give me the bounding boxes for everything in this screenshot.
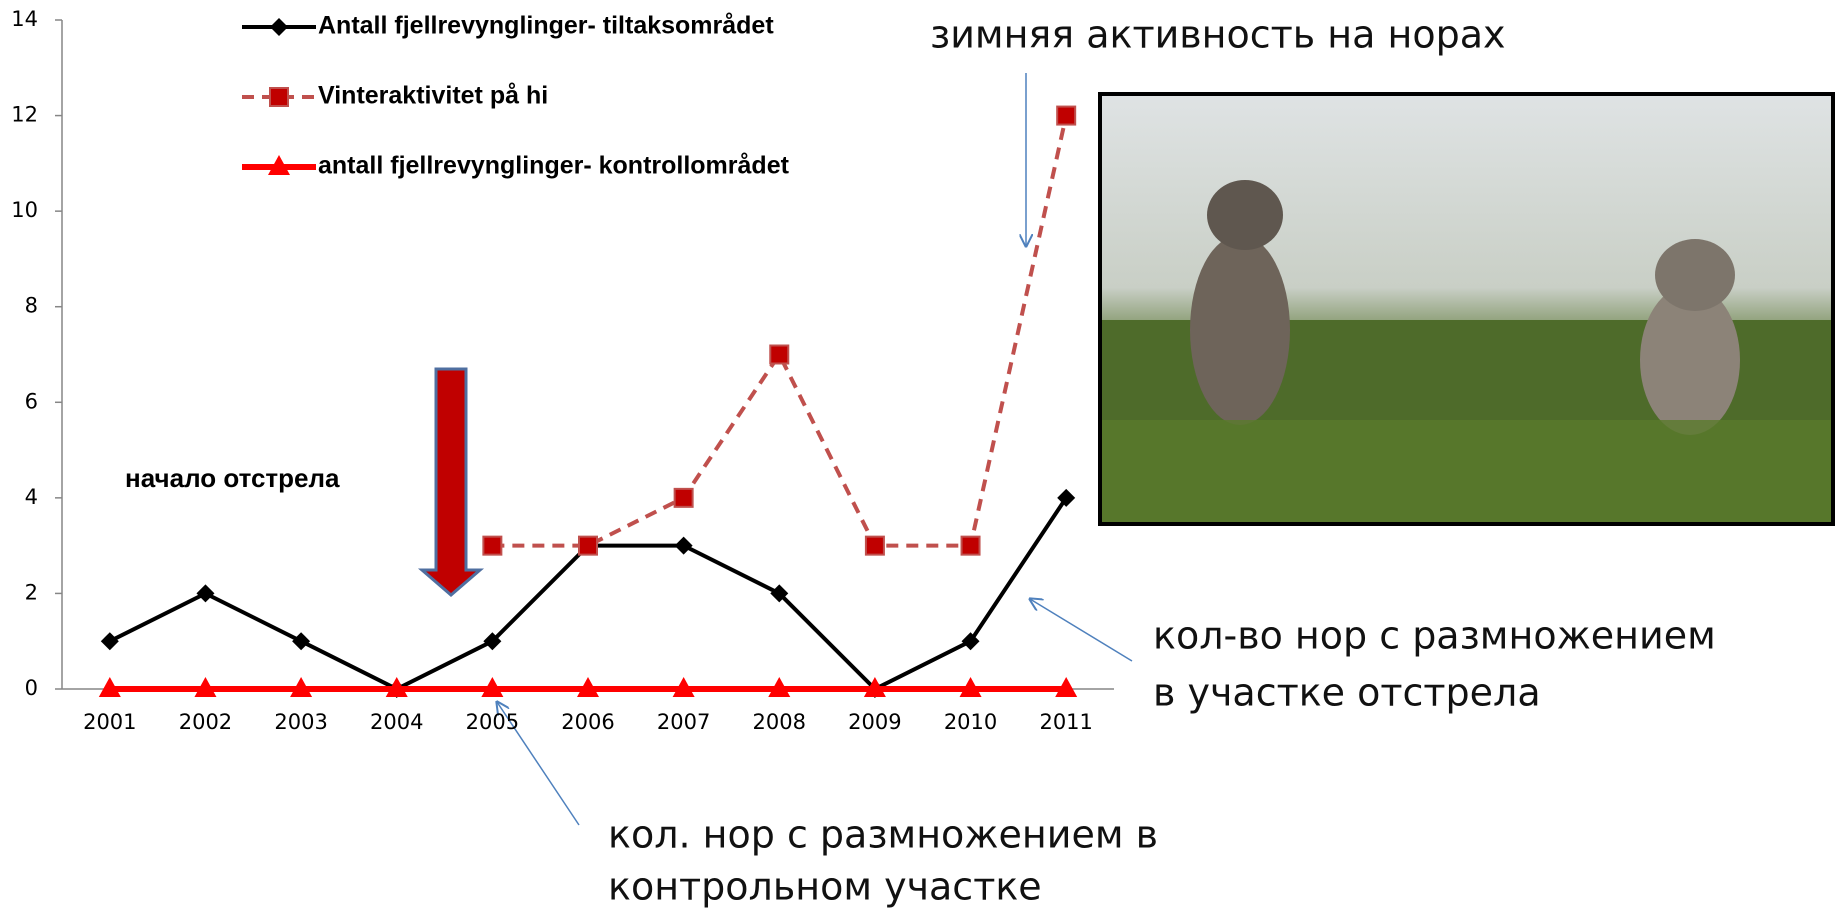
data-point — [483, 537, 501, 555]
legend-marker — [270, 88, 288, 106]
data-point — [675, 537, 693, 555]
y-tick-label: 14 — [11, 7, 38, 31]
x-tick-label: 2004 — [370, 710, 423, 734]
data-point — [962, 537, 980, 555]
x-tick-label: 2003 — [274, 710, 327, 734]
data-point — [770, 346, 788, 364]
annotation: начало отстрела — [125, 463, 340, 493]
data-point — [675, 489, 693, 507]
photo — [1100, 94, 1833, 524]
y-tick-label: 10 — [11, 198, 38, 222]
y-tick-label: 8 — [25, 294, 38, 318]
data-point — [292, 632, 310, 650]
data-point — [866, 537, 884, 555]
annotation: кол. нор с размножением в — [608, 813, 1158, 857]
legend-marker — [270, 18, 288, 36]
x-tick-label: 2001 — [83, 710, 136, 734]
y-tick-label: 2 — [25, 580, 38, 604]
data-point — [1057, 107, 1075, 125]
x-tick-label: 2011 — [1039, 710, 1092, 734]
y-tick-label: 12 — [11, 103, 38, 127]
x-tick-label: 2008 — [753, 710, 806, 734]
x-tick-label: 2007 — [657, 710, 710, 734]
x-tick-label: 2010 — [944, 710, 997, 734]
annotation: в участке отстрела — [1153, 671, 1541, 715]
x-tick-label: 2005 — [466, 710, 519, 734]
y-tick-label: 4 — [25, 485, 38, 509]
y-tick-label: 6 — [25, 389, 38, 413]
chart: зимняя активность на норах начало отстре… — [0, 0, 1835, 913]
legend-label: Antall fjellrevynglinger- tiltaksområdet — [318, 12, 774, 40]
y-tick-label: 0 — [25, 676, 38, 700]
annotation: зимняя активность на норах — [930, 13, 1505, 57]
annotation: контрольном участке — [608, 865, 1042, 909]
legend-label: Vinteraktivitet på hi — [318, 82, 548, 110]
pointer-arrow — [1030, 599, 1132, 661]
data-point — [196, 584, 214, 602]
series-line — [110, 498, 1066, 689]
annotation: кол-во нор с размножением — [1153, 614, 1716, 658]
series-line — [492, 116, 1066, 546]
culling-arrow — [422, 369, 480, 595]
x-tick-label: 2006 — [561, 710, 614, 734]
data-point — [101, 632, 119, 650]
legend-label: antall fjellrevynglinger- kontrollområde… — [318, 152, 790, 180]
x-tick-label: 2009 — [848, 710, 901, 734]
x-tick-label: 2002 — [179, 710, 232, 734]
data-point — [579, 537, 597, 555]
